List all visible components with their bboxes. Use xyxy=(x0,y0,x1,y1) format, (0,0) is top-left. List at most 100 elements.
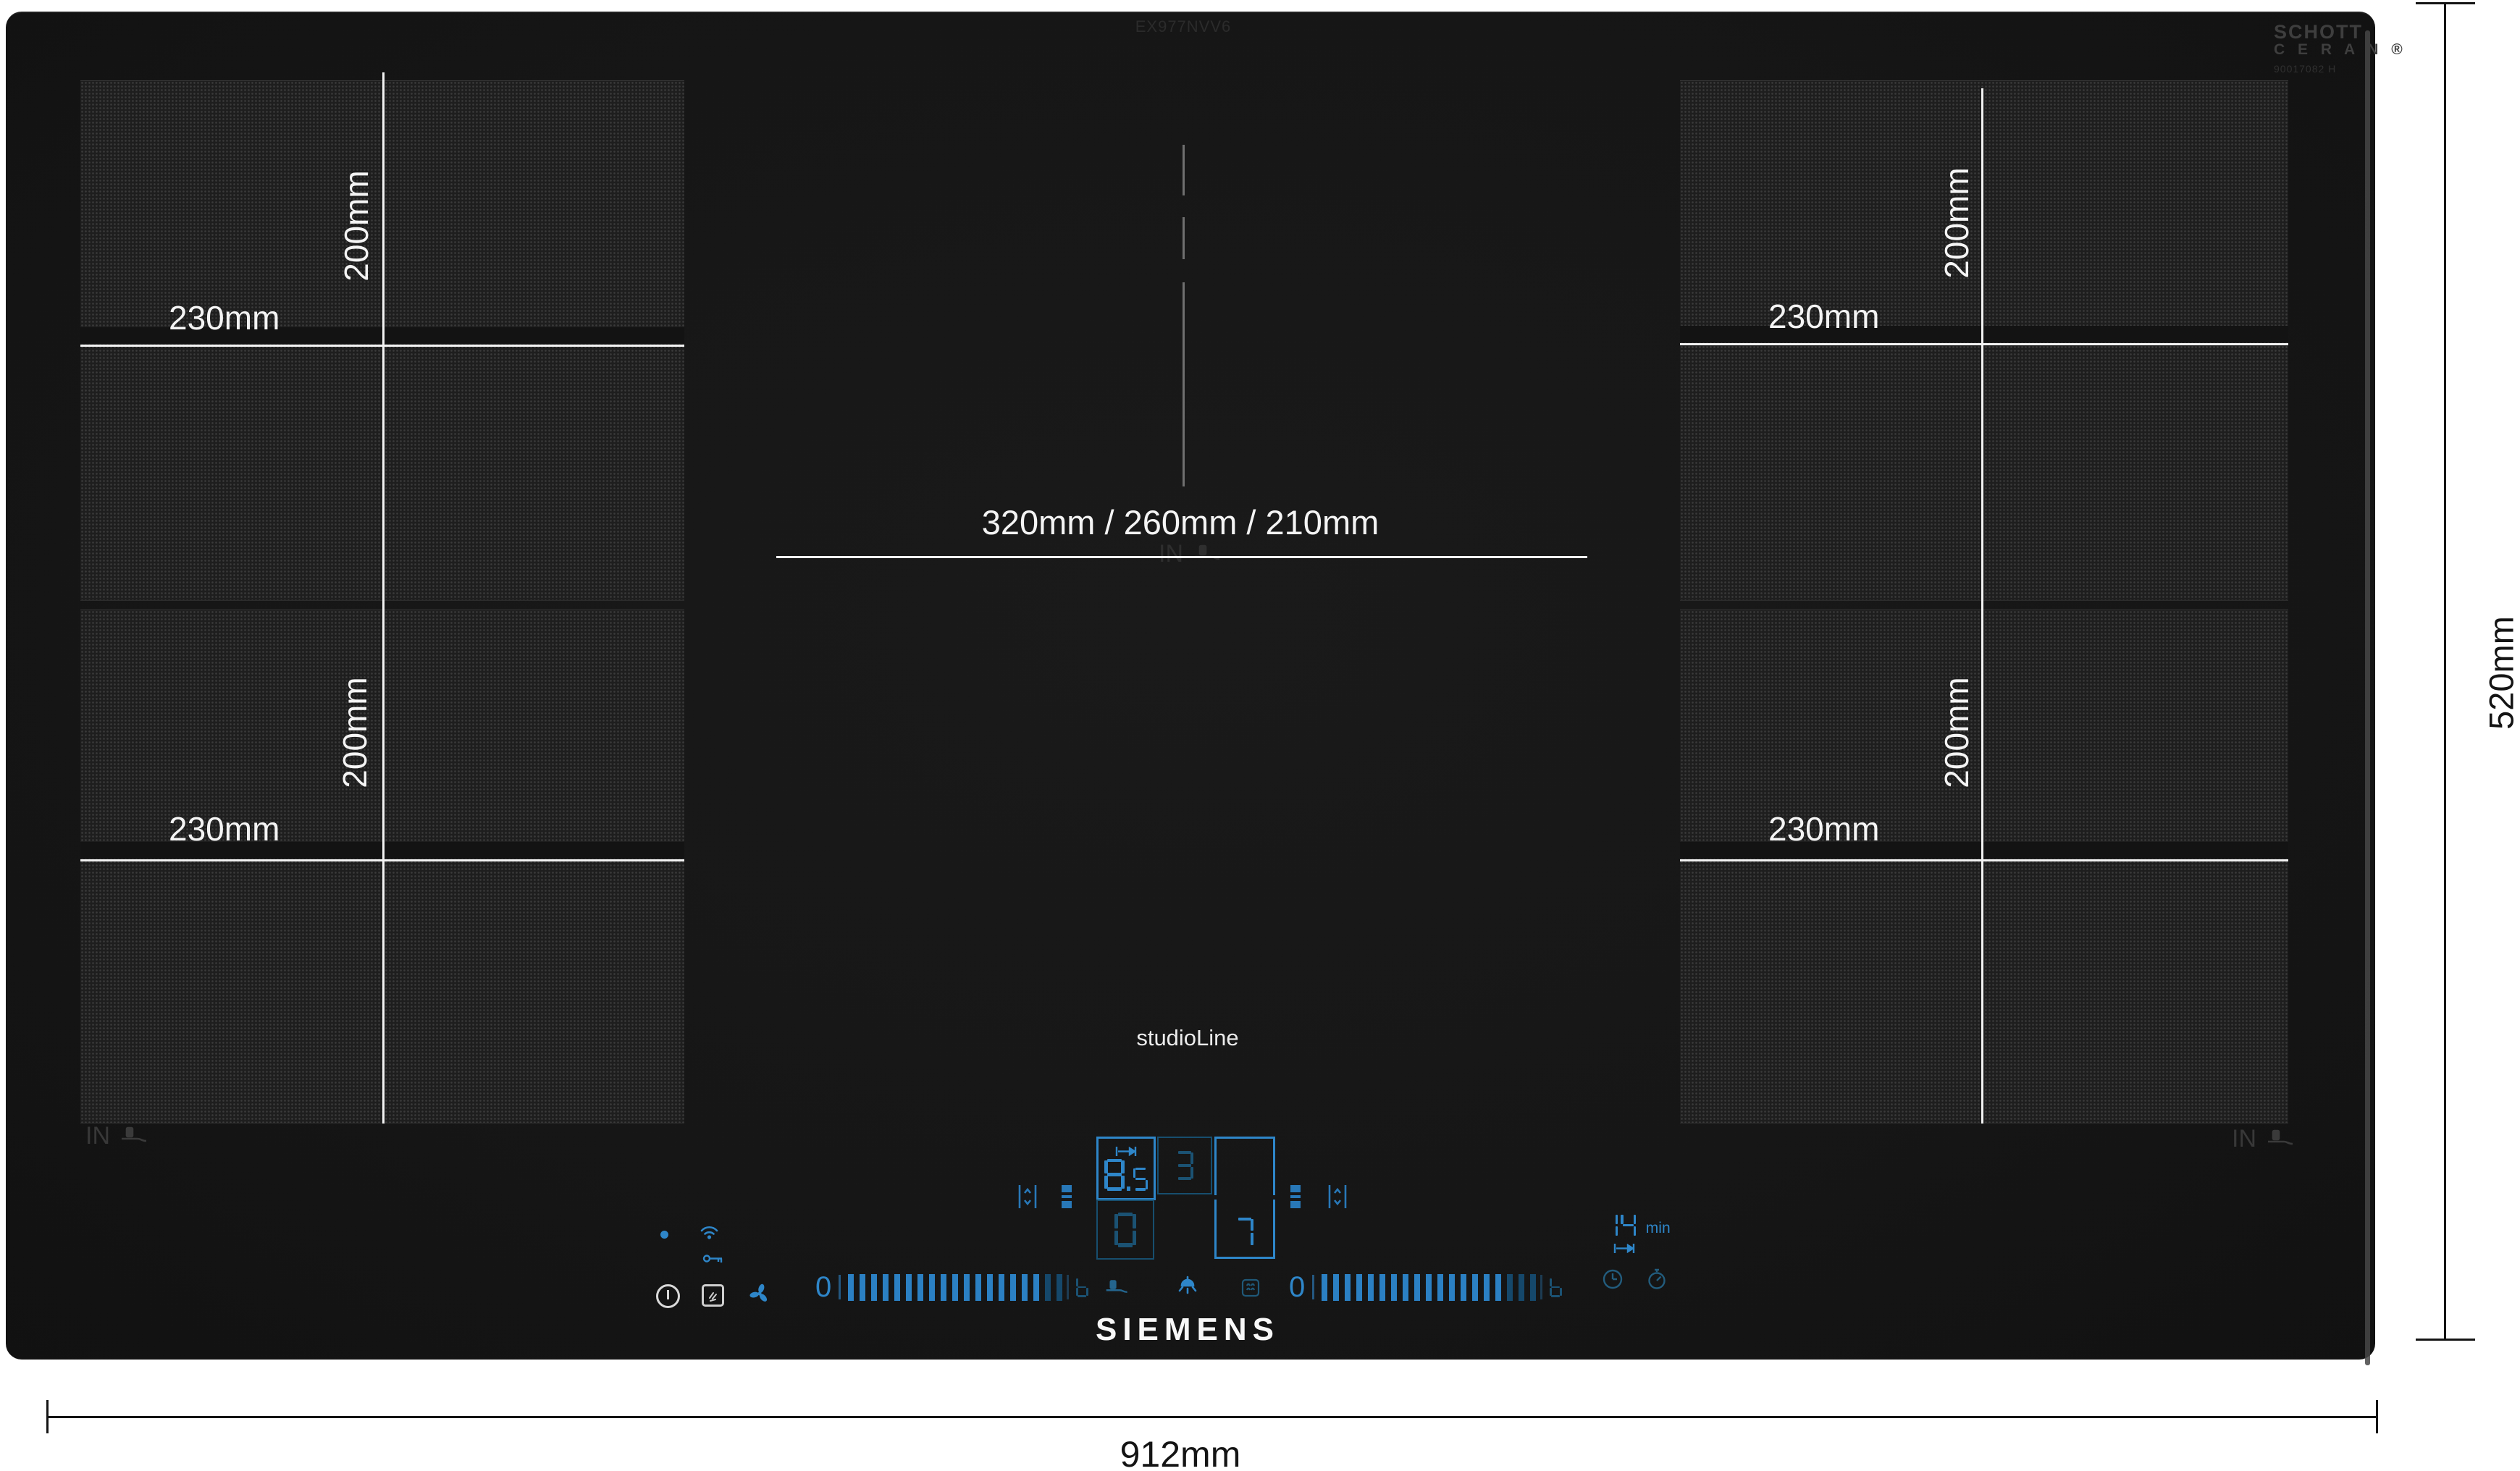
slider-bar xyxy=(1426,1273,1432,1301)
hood-light-button[interactable] xyxy=(1177,1276,1198,1299)
zone-select-bracket-left-icon[interactable] xyxy=(1018,1184,1037,1209)
zone-display-right-top[interactable] xyxy=(1214,1137,1275,1195)
slider-bar xyxy=(964,1273,970,1301)
left-depth-line xyxy=(382,72,385,1124)
width-dimension-tick-left xyxy=(46,1400,49,1433)
slider-bar xyxy=(1519,1273,1525,1301)
slider-zero-label: 0 xyxy=(1289,1271,1306,1303)
clock-timer-button[interactable] xyxy=(1602,1268,1624,1290)
induction-marker-label: IN xyxy=(85,1122,110,1150)
center-width-line xyxy=(776,556,1587,558)
center-axis-dash xyxy=(1183,217,1185,259)
slider-bar xyxy=(1368,1273,1374,1301)
induction-marker-center: IN xyxy=(1159,541,1222,566)
zone-display-left-bottom[interactable] xyxy=(1096,1200,1154,1260)
depth-dimension-tick-bottom xyxy=(2416,1339,2475,1341)
right-top-width-line xyxy=(1680,343,2288,345)
depth-dimension-tick-top xyxy=(2416,2,2475,4)
overall-depth-label: 520mm xyxy=(2482,616,2520,730)
stopwatch-button[interactable] xyxy=(1647,1268,1667,1290)
slider-bar xyxy=(1414,1273,1421,1301)
depth-dimension-line xyxy=(2444,3,2446,1341)
hood-fan-button[interactable] xyxy=(749,1283,770,1304)
width-dimension-line xyxy=(46,1416,2378,1418)
left-bottom-width-line xyxy=(80,859,684,861)
slider-bar xyxy=(1495,1273,1502,1301)
slider-boost-label xyxy=(1548,1278,1563,1297)
slider-bar xyxy=(975,1273,982,1301)
schott-ceran-print: SCHOTT C E R A N ® 90017082 H xyxy=(2274,22,2407,75)
slider-bar xyxy=(1403,1273,1409,1301)
power-level-display xyxy=(1174,1151,1196,1180)
zone-width-label: 230mm xyxy=(169,299,280,337)
schott-line2: C E R A N ® xyxy=(2274,41,2407,59)
cooking-zone-right-bottom xyxy=(1680,610,2288,1124)
pot-detection-icon xyxy=(1105,1278,1130,1296)
slider-bar xyxy=(860,1273,866,1301)
slider-zero-label: 0 xyxy=(815,1271,832,1303)
zone-display-right-bottom[interactable] xyxy=(1214,1200,1275,1259)
zone-depth-label: 200mm xyxy=(337,170,375,282)
right-depth-line xyxy=(1981,88,1983,1124)
slider-bar xyxy=(1057,1273,1063,1301)
power-slider-right[interactable]: 0 xyxy=(1289,1273,1563,1302)
slider-bar xyxy=(941,1273,947,1301)
power-button[interactable] xyxy=(656,1284,680,1308)
slider-boost-label xyxy=(1075,1278,1089,1297)
zone-width-label: 230mm xyxy=(1768,810,1880,848)
center-axis-dash xyxy=(1183,145,1185,195)
keep-warm-button[interactable] xyxy=(1241,1278,1260,1297)
slider-bar xyxy=(1484,1273,1490,1301)
zone-divider xyxy=(1680,326,2288,342)
slider-bar xyxy=(871,1273,878,1301)
overall-width-label: 912mm xyxy=(1120,1434,1241,1471)
slider-bar xyxy=(1010,1273,1017,1301)
power-level-display xyxy=(1103,1158,1150,1191)
slider-bar xyxy=(1333,1273,1340,1301)
power-slider-left[interactable]: 0 xyxy=(815,1273,1089,1302)
slider-bar xyxy=(1449,1273,1456,1301)
slider-bar xyxy=(1045,1273,1051,1301)
zone-select-bracket-right-icon[interactable] xyxy=(1328,1184,1347,1209)
slider-bar xyxy=(999,1273,1005,1301)
slider-bar xyxy=(952,1273,959,1301)
studioline-logo: studioLine xyxy=(1136,1025,1239,1050)
wifi-icon[interactable] xyxy=(700,1225,719,1240)
pot-icon xyxy=(2267,1126,2296,1151)
power-indicator-dot xyxy=(660,1231,668,1239)
zone-display-mid-top[interactable] xyxy=(1157,1137,1212,1194)
glass-right-edge xyxy=(2365,30,2370,1365)
childlock-key-icon[interactable] xyxy=(702,1252,724,1265)
model-code: EX977NVV6 xyxy=(1135,17,1232,35)
slider-bar xyxy=(894,1273,901,1301)
slider-bar xyxy=(1507,1273,1513,1301)
slider-bar xyxy=(1437,1273,1444,1301)
pot-icon xyxy=(1193,541,1222,566)
power-level-display xyxy=(1234,1217,1256,1247)
zone-bridge-right-icon[interactable] xyxy=(1289,1184,1302,1209)
slider-bar xyxy=(1391,1273,1398,1301)
slider-bar xyxy=(1322,1273,1328,1301)
slider-bar xyxy=(1356,1273,1363,1301)
center-axis-dash xyxy=(1183,282,1185,486)
siemens-logo: SIEMENS xyxy=(1095,1312,1280,1347)
slider-bar xyxy=(1033,1273,1040,1301)
slider-bar xyxy=(1345,1273,1351,1301)
slider-bar xyxy=(1472,1273,1479,1301)
schott-serial: 90017082 H xyxy=(2274,63,2337,75)
zone-display-left-top[interactable] xyxy=(1096,1137,1156,1200)
right-bottom-width-line xyxy=(1680,859,2288,861)
pot-icon xyxy=(120,1124,149,1148)
timer-unit: min xyxy=(1645,1220,1671,1236)
zone-bridge-left-icon[interactable] xyxy=(1060,1184,1073,1209)
zone-depth-label: 200mm xyxy=(336,677,374,788)
width-dimension-tick-right xyxy=(2376,1400,2378,1433)
induction-marker-right: IN xyxy=(2232,1126,2296,1151)
zone-divider xyxy=(1680,842,2288,859)
zone-width-label: 230mm xyxy=(1768,298,1880,335)
slider-bar xyxy=(987,1273,994,1301)
slider-bar xyxy=(917,1273,924,1301)
wipe-protection-button[interactable] xyxy=(702,1284,724,1307)
pan-width-icon xyxy=(1115,1146,1137,1156)
